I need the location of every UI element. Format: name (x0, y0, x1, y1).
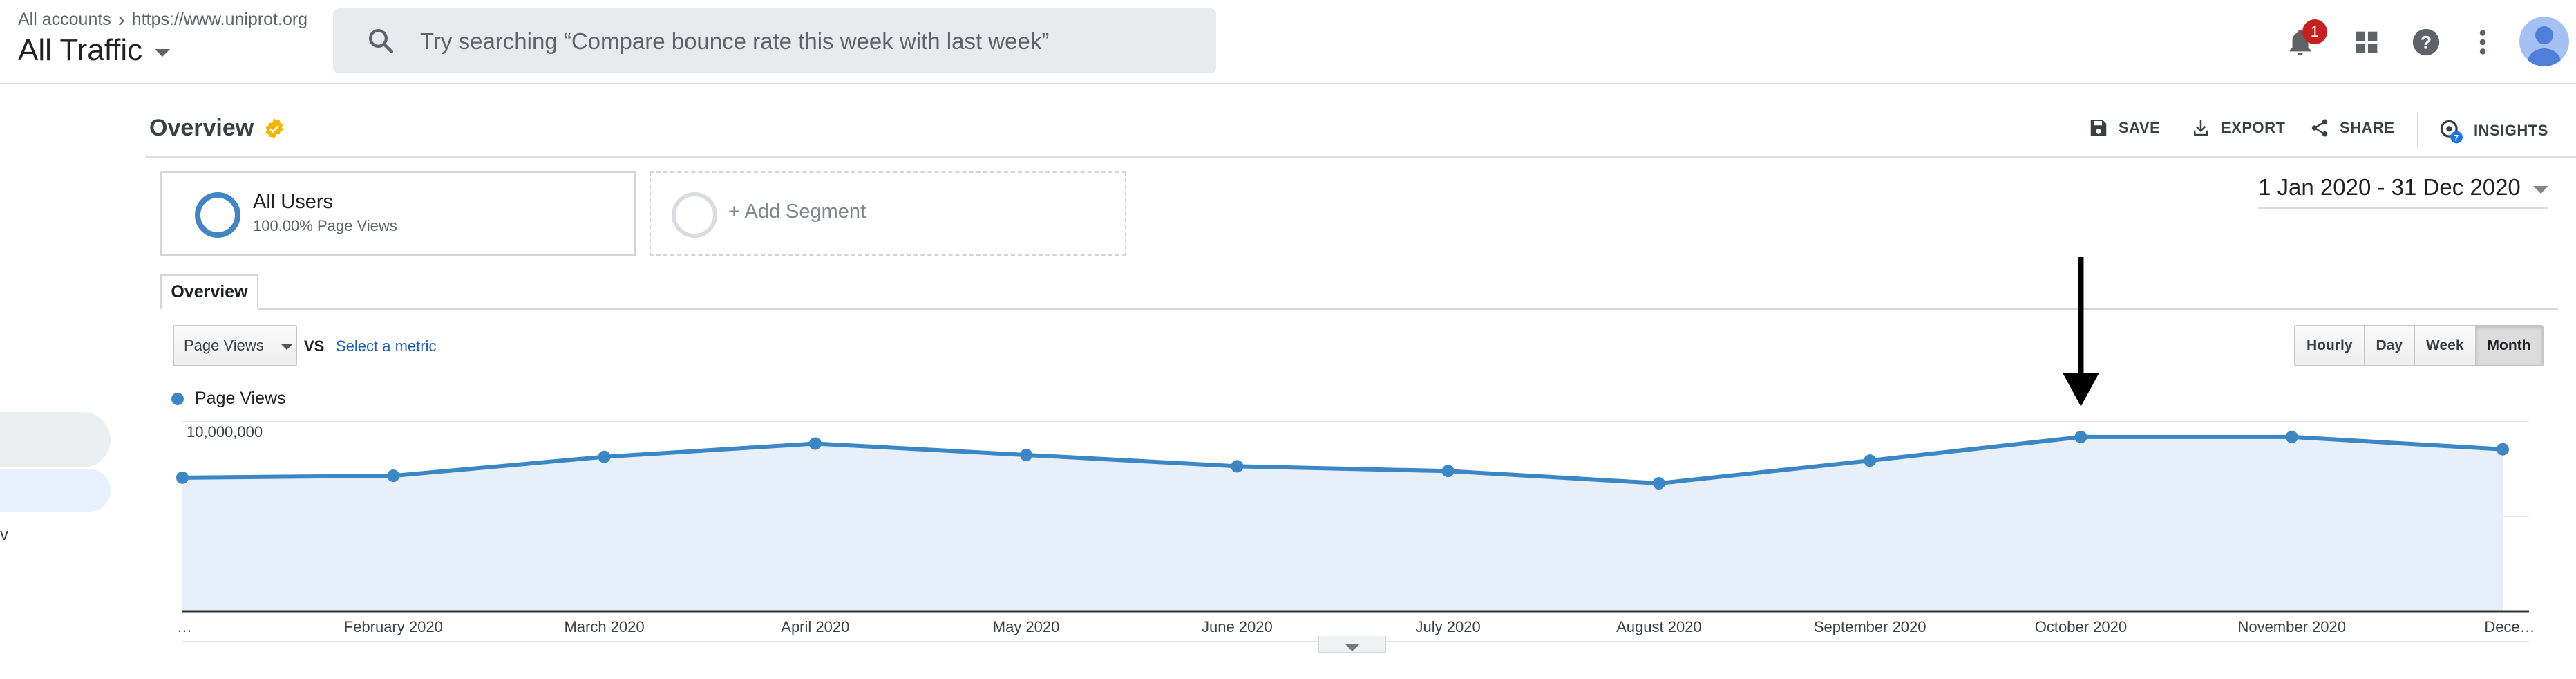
data-point (387, 469, 400, 483)
granularity-hourly-button[interactable]: Hourly (2295, 326, 2365, 365)
add-segment-label: + Add Segment (728, 201, 866, 223)
x-tick-label: April 2020 (781, 618, 849, 635)
x-tick-label: September 2020 (1814, 618, 1926, 635)
x-tick-label: Dece… (2484, 618, 2535, 635)
chevron-down-icon (155, 48, 171, 57)
x-tick-label: June 2020 (1202, 618, 1273, 635)
series-line-page-views (182, 434, 2503, 486)
share-label: SHARE (2340, 119, 2395, 136)
breadcrumb-all-accounts[interactable]: All accounts (18, 10, 111, 29)
insights-button[interactable]: 7 INSIGHTS (2438, 118, 2548, 144)
avatar[interactable] (2519, 17, 2569, 66)
sidebar-item-label: v (0, 525, 8, 544)
segment-subtitle: 100.00% Page Views (253, 217, 397, 234)
legend-label: Page Views (195, 389, 286, 408)
search-bar[interactable]: Try searching “Compare bounce rate this … (333, 8, 1216, 73)
notification-badge: 1 (2302, 19, 2327, 44)
x-tick-label: July 2020 (1416, 618, 1481, 635)
share-icon (2311, 119, 2328, 137)
select-metric-link[interactable]: Select a metric (336, 337, 437, 355)
export-button[interactable]: EXPORT (2190, 118, 2285, 138)
annotation-arrow-head (2063, 373, 2099, 407)
property-name: All Traffic (18, 33, 143, 67)
save-label: SAVE (2119, 119, 2161, 136)
segment-title: All Users (253, 191, 334, 213)
insights-badge: 7 (2454, 133, 2459, 142)
x-tick-label: February 2020 (344, 618, 443, 635)
data-point (1020, 448, 1033, 461)
x-tick-label: … (177, 618, 192, 635)
x-tick-label: November 2020 (2237, 618, 2346, 635)
top-bar: All accounts › https://www.uniprot.org A… (0, 0, 2576, 84)
data-point (2497, 443, 2509, 456)
insights-label: INSIGHTS (2474, 122, 2548, 139)
data-point (1864, 454, 1877, 467)
page-title: Overview (149, 115, 285, 142)
y-tick-label: 10,000,000 (187, 423, 263, 440)
breadcrumb-site[interactable]: https://www.uniprot.org (131, 10, 308, 29)
x-tick-label: August 2020 (1616, 618, 1702, 635)
segment-all-users[interactable]: All Users 100.00% Page Views (160, 171, 636, 256)
vs-label: VS (304, 337, 325, 355)
data-point (808, 437, 822, 450)
share-button[interactable]: SHARE (2309, 118, 2395, 138)
apps-grid-icon[interactable] (2351, 26, 2383, 58)
data-point (1652, 477, 1665, 490)
insights-icon: 7 (2440, 120, 2463, 144)
date-range-text: 1 Jan 2020 - 31 Dec 2020 (2258, 174, 2521, 200)
report-header: Overview SAVE EXPORT SHARE 7 INSIGHTS (145, 86, 2576, 158)
segment-circle-icon (195, 192, 240, 238)
search-input[interactable]: Try searching “Compare bounce rate this … (420, 28, 1050, 54)
data-point (598, 450, 611, 463)
property-selector[interactable]: All Traffic (18, 33, 171, 68)
granularity-week-button[interactable]: Week (2415, 326, 2476, 365)
sidebar-item[interactable] (0, 412, 111, 467)
tab-overview[interactable]: Overview (160, 274, 258, 310)
more-vert-icon[interactable] (2467, 26, 2499, 58)
data-point (1231, 460, 1244, 473)
breadcrumb: All accounts › https://www.uniprot.org (18, 8, 308, 31)
data-point (2285, 430, 2298, 443)
export-icon (2194, 120, 2208, 136)
granularity-toggle: Hourly Day Week Month (2294, 325, 2544, 366)
save-button[interactable]: SAVE (2088, 118, 2160, 138)
metric-dropdown[interactable]: Page Views (173, 325, 297, 366)
chart-expand-handle[interactable] (1318, 636, 1386, 653)
chart-legend: Page Views (171, 389, 286, 409)
x-tick-label: October 2020 (2035, 618, 2127, 635)
x-tick-label: March 2020 (564, 618, 644, 635)
chevron-right-icon: › (117, 8, 125, 31)
date-range-picker[interactable]: 1 Jan 2020 - 31 Dec 2020 (2258, 174, 2548, 209)
tab-divider (160, 308, 2558, 310)
legend-dot-icon (171, 392, 184, 405)
user-silhouette-icon (2528, 26, 2561, 66)
help-icon[interactable]: ? (2410, 26, 2442, 58)
search-icon (369, 29, 394, 54)
data-point (2074, 430, 2087, 443)
svg-text:?: ? (2421, 32, 2432, 53)
actions-divider (2417, 113, 2418, 148)
chevron-down-icon (280, 343, 293, 350)
chevron-down-icon (1345, 644, 1359, 651)
add-segment-button[interactable]: + Add Segment (650, 171, 1126, 256)
granularity-month-button[interactable]: Month (2476, 326, 2542, 365)
empty-segment-circle-icon (672, 192, 717, 238)
metric-dropdown-value: Page Views (184, 337, 264, 354)
x-tick-label: May 2020 (993, 618, 1060, 635)
page-title-text: Overview (149, 115, 254, 141)
granularity-day-button[interactable]: Day (2365, 326, 2416, 365)
export-label: EXPORT (2221, 119, 2286, 136)
chevron-down-icon (2532, 185, 2548, 194)
data-point (1441, 465, 1455, 478)
save-icon (2090, 120, 2107, 136)
series-area (182, 436, 2503, 611)
data-point (176, 471, 189, 484)
verified-badge-icon (265, 118, 283, 139)
sidebar-item-selected[interactable] (0, 469, 111, 512)
